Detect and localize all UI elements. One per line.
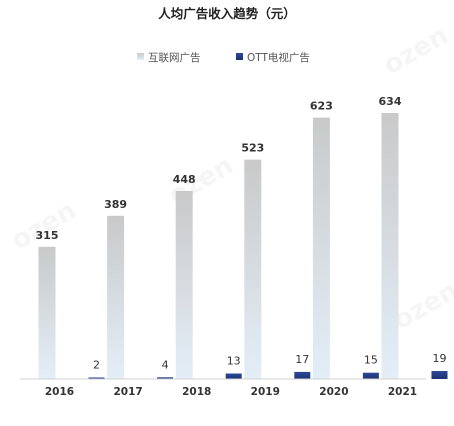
x-tick-label-2020: 2020 [319, 386, 348, 398]
x-tick-labels-group: 2016 2017 2018 2019 2020 2021 [45, 386, 417, 398]
bars-group [38, 113, 448, 379]
bar-internet-2017 [107, 215, 125, 379]
bar-ott-2019 [294, 371, 311, 379]
bar-internet-2021 [381, 113, 399, 379]
value-label-internet-2020: 623 [310, 100, 333, 113]
value-label-ott-2020: 15 [364, 354, 378, 367]
legend: 互联网广告 OTT电视广告 [137, 51, 310, 64]
x-tick-label-2021: 2021 [388, 386, 417, 398]
value-label-internet-2018: 448 [173, 173, 196, 186]
legend-label-ott: OTT电视广告 [247, 51, 310, 64]
bar-ott-2018 [225, 373, 242, 379]
value-label-ott-2018: 13 [227, 355, 241, 368]
watermark-3: ozen [379, 21, 454, 82]
bar-ott-2016 [88, 377, 105, 379]
legend-label-internet: 互联网广告 [148, 51, 201, 64]
x-tick-label-2016: 2016 [45, 386, 74, 398]
value-label-internet-2016: 315 [36, 229, 59, 242]
bar-internet-2020 [312, 117, 330, 379]
value-labels-group: 315 2 389 4 448 13 523 17 623 15 634 19 [36, 95, 447, 372]
bar-ott-2020 [362, 372, 379, 379]
legend-swatch-internet [137, 53, 144, 60]
bar-internet-2018 [175, 191, 193, 379]
value-label-ott-2019: 17 [295, 353, 309, 366]
bar-ott-2017 [157, 377, 174, 379]
x-tick-label-2017: 2017 [113, 386, 142, 398]
bar-internet-2019 [244, 159, 262, 379]
legend-swatch-ott [236, 53, 243, 60]
value-label-ott-2016: 2 [93, 359, 100, 372]
bar-internet-2016 [38, 246, 56, 379]
value-label-ott-2021: 19 [433, 352, 447, 365]
x-tick-label-2018: 2018 [182, 386, 211, 398]
value-label-internet-2019: 523 [241, 142, 264, 155]
bar-ott-2021 [431, 371, 448, 379]
x-tick-label-2019: 2019 [251, 386, 280, 398]
chart-title: 人均广告收入趋势（元） [158, 6, 296, 21]
value-label-ott-2017: 4 [162, 358, 169, 371]
value-label-internet-2017: 389 [104, 198, 127, 211]
value-label-internet-2021: 634 [379, 95, 402, 108]
